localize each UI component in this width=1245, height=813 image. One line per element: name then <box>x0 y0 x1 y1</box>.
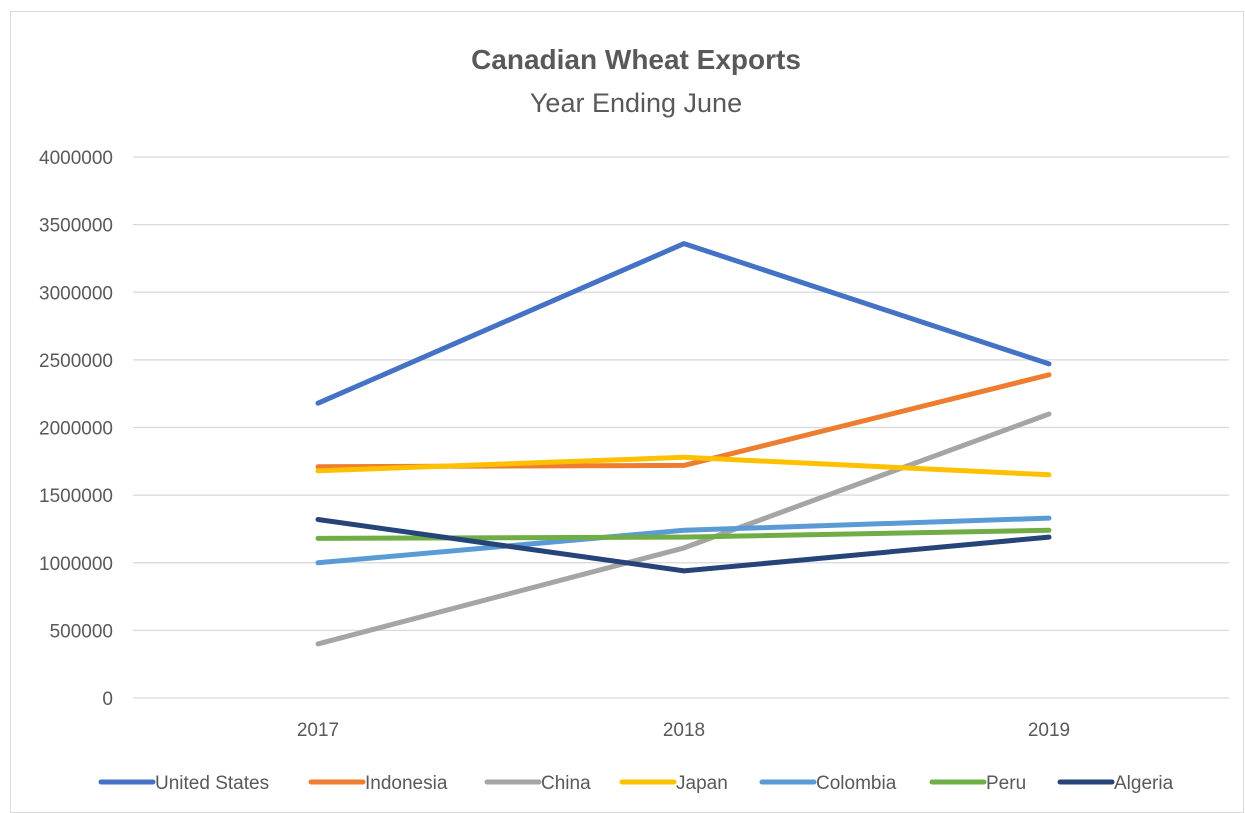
legend-label: Indonesia <box>365 773 448 794</box>
y-axis-ticks: 4000000 3500000 3000000 2500000 2000000 15000… <box>39 148 113 710</box>
chart-subtitle: Year Ending June <box>530 88 742 118</box>
x-tick-label: 2018 <box>663 720 705 741</box>
series-line-japan <box>315 454 1052 478</box>
legend-label: Peru <box>986 773 1026 794</box>
y-tick-label: 3500000 <box>39 216 113 237</box>
y-tick-label: 1500000 <box>39 486 113 507</box>
legend: United States Indonesia China Japan Colombia… <box>98 773 1174 794</box>
legend-label: Colombia <box>816 773 897 794</box>
gridlines <box>133 156 1229 699</box>
y-tick-label: 1000000 <box>39 554 113 575</box>
y-tick-label: 0 <box>102 689 113 710</box>
series-lines <box>315 241 1052 647</box>
y-tick-label: 2000000 <box>39 419 113 440</box>
chart-title: Canadian Wheat Exports <box>471 44 801 75</box>
legend-label: Japan <box>676 773 728 794</box>
legend-label: United States <box>155 773 269 794</box>
y-tick-label: 4000000 <box>39 148 113 169</box>
series-line-china <box>315 411 1052 647</box>
y-tick-label: 500000 <box>50 621 113 642</box>
x-tick-label: 2017 <box>297 720 339 741</box>
x-tick-label: 2019 <box>1028 720 1070 741</box>
y-tick-label: 2500000 <box>39 351 113 372</box>
series-line-united-states <box>315 241 1052 406</box>
chart-frame <box>10 11 1244 813</box>
x-axis-ticks: 2017 2018 2019 <box>297 720 1070 741</box>
legend-label: Algeria <box>1114 773 1174 794</box>
series-line-colombia <box>315 515 1052 566</box>
series-line-algeria <box>315 517 1052 574</box>
legend-label: China <box>541 773 591 794</box>
y-tick-label: 3000000 <box>39 283 113 304</box>
